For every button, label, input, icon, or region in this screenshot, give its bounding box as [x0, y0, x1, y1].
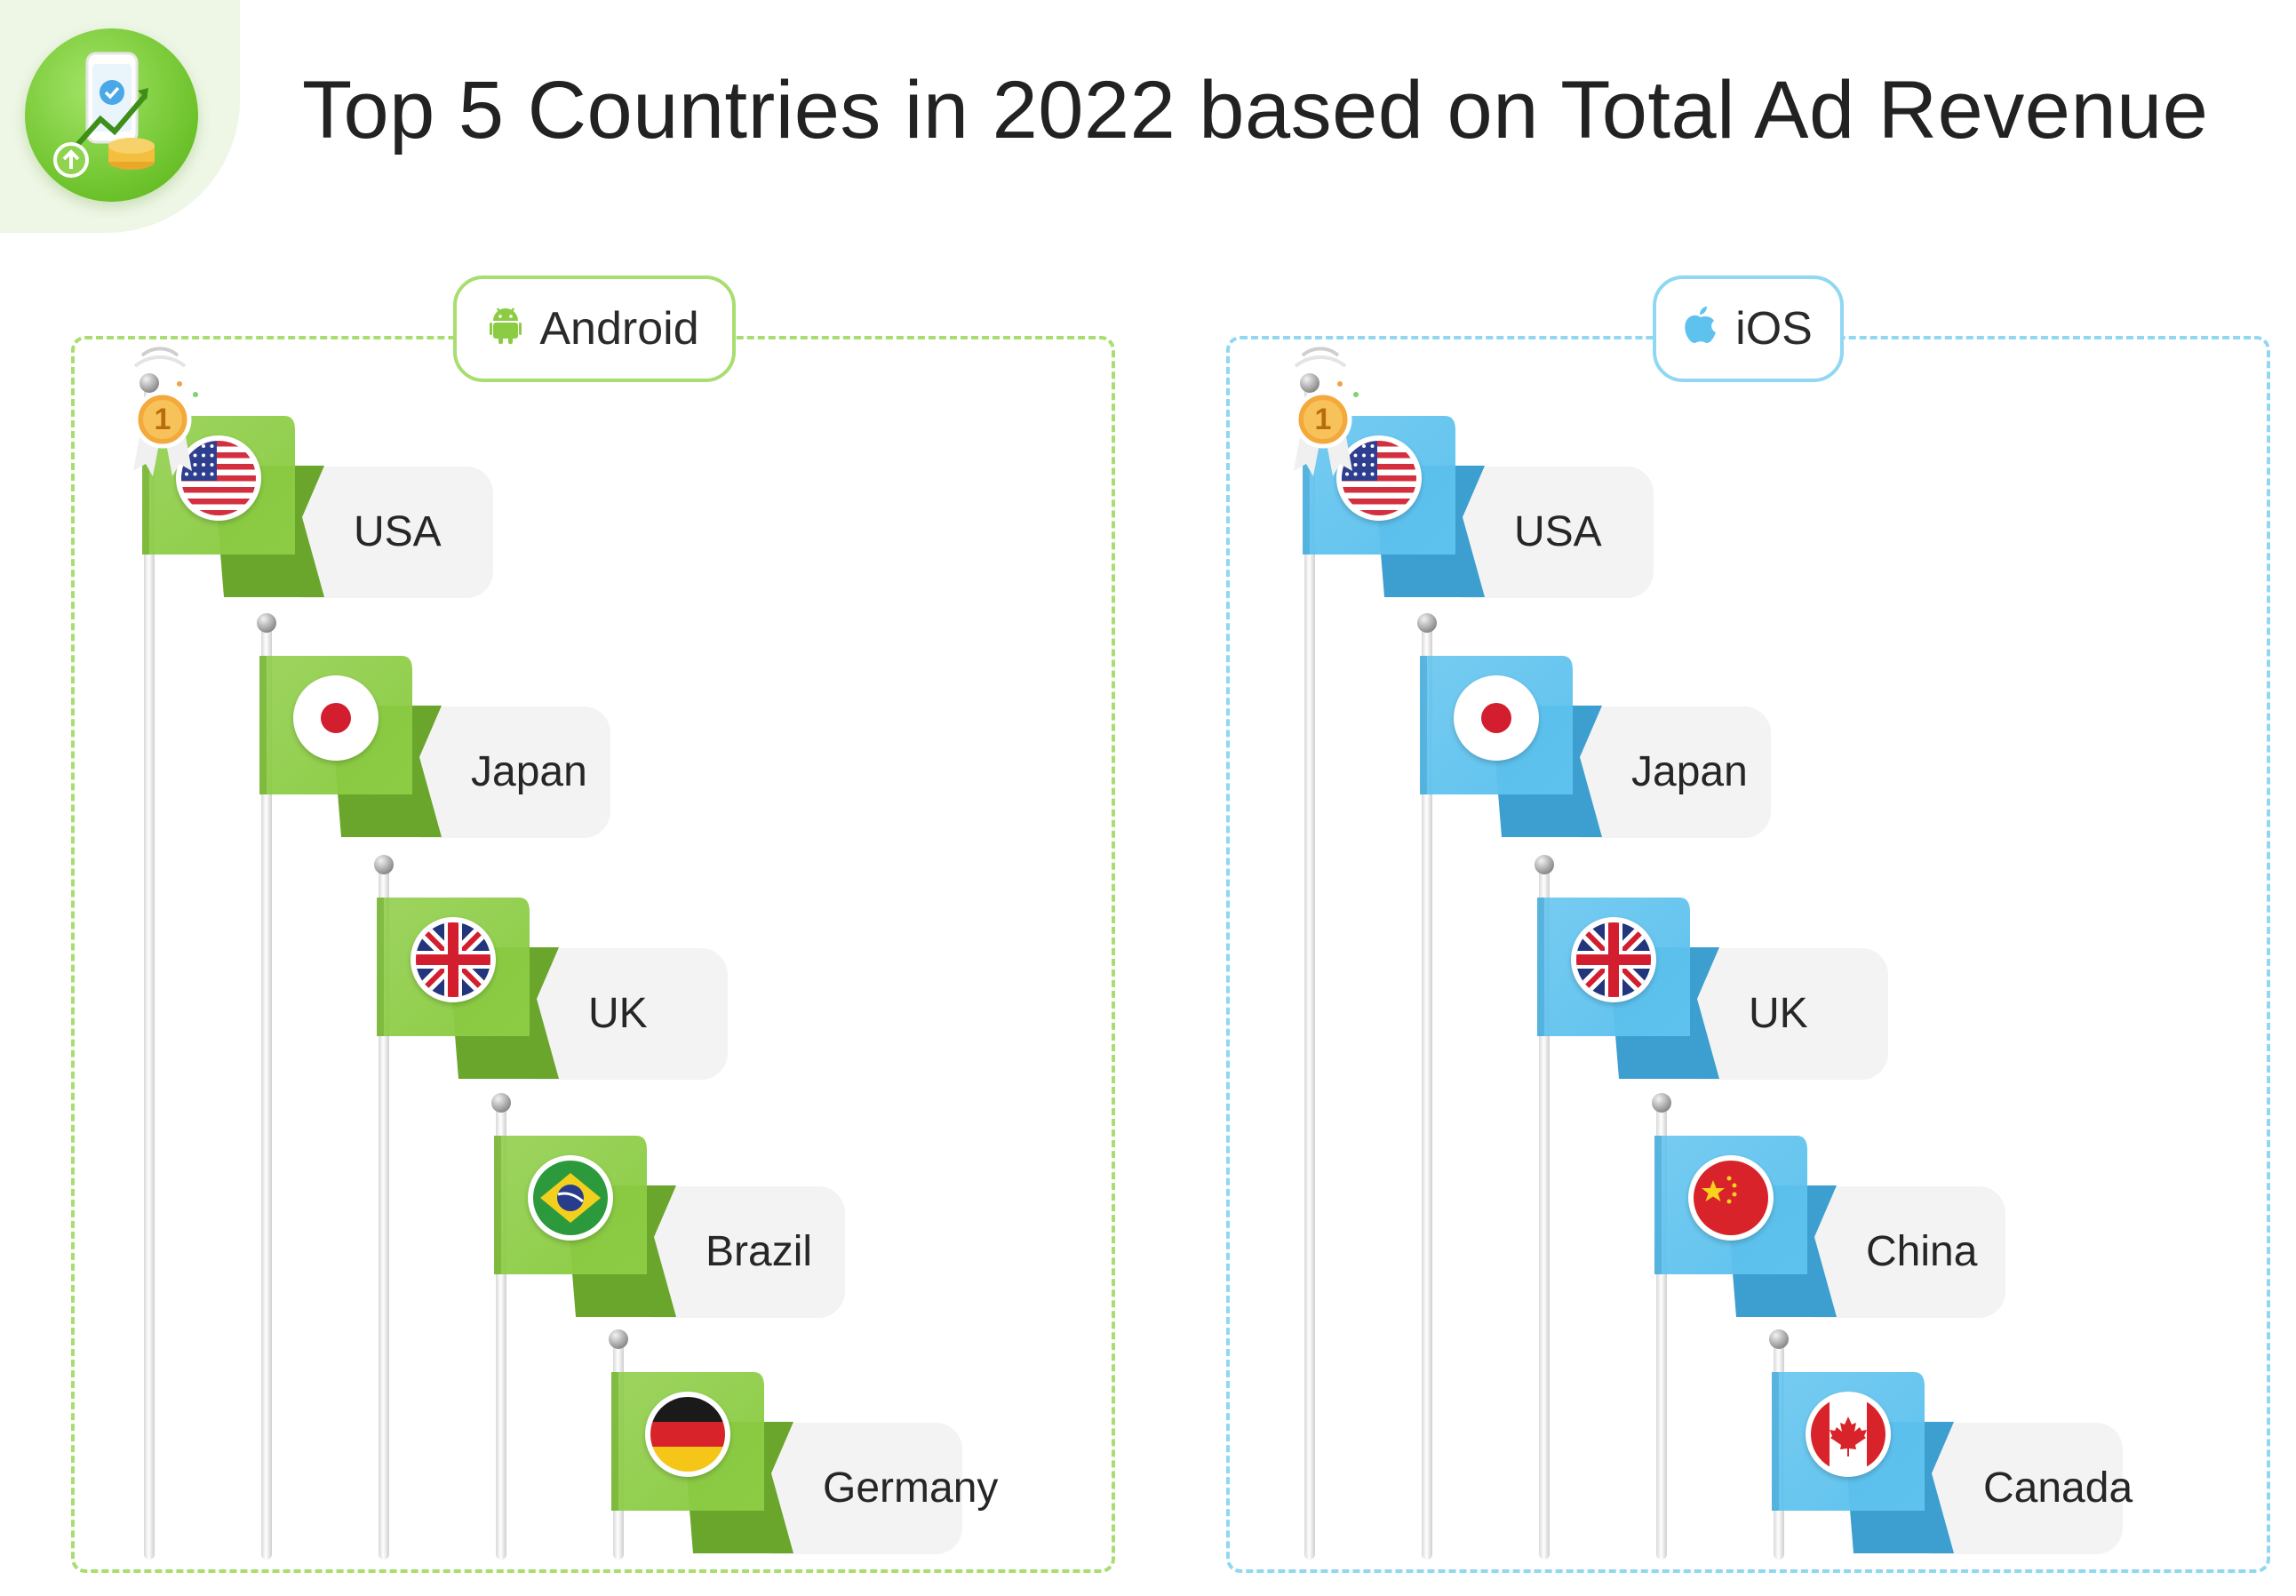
- pole-ball-icon: [374, 855, 394, 874]
- android-flag-banner: [377, 894, 599, 1094]
- flag-pole: [1304, 386, 1315, 1560]
- android-flag-banner: [494, 1132, 716, 1332]
- ios-flag-banner: [1420, 652, 1642, 852]
- pole-ball-icon: [1417, 613, 1437, 633]
- android-flag-banner: [611, 1369, 833, 1568]
- pole-ball-icon: [1300, 373, 1319, 393]
- apple-icon: [1684, 302, 1718, 355]
- country-name: Brazil: [706, 1228, 813, 1275]
- pole-ball-icon: [140, 373, 159, 393]
- flag-pole: [144, 386, 155, 1560]
- android-label-text: Android: [539, 303, 699, 355]
- flag-pole: [379, 867, 389, 1560]
- ios-flag-banner: [1654, 1132, 1877, 1332]
- germany-flag-icon: [645, 1392, 730, 1477]
- country-name: USA: [1514, 508, 1602, 555]
- rank-1-medal-icon: 1: [1276, 347, 1374, 484]
- ios-flag-banner: [1537, 894, 1759, 1094]
- flag-pole: [1422, 626, 1432, 1560]
- japan-flag-icon: [1454, 675, 1539, 761]
- country-name: USA: [354, 508, 442, 555]
- ios-flag-banner: [1772, 1369, 1994, 1568]
- pole-ball-icon: [257, 613, 276, 633]
- android-icon: [490, 302, 522, 355]
- uk-flag-icon: [1571, 917, 1656, 1002]
- page-title: Top 5 Countries in 2022 based on Total A…: [302, 65, 2209, 156]
- pole-ball-icon: [1652, 1093, 1671, 1113]
- brazil-flag-icon: [528, 1155, 613, 1241]
- usa-flag-icon: [1336, 435, 1422, 521]
- mobile-revenue-icon: [25, 28, 198, 202]
- canada-flag-icon: [1806, 1392, 1891, 1477]
- rank-1-medal-icon: 1: [116, 347, 213, 484]
- pole-ball-icon: [1769, 1329, 1789, 1349]
- country-name: UK: [588, 990, 648, 1037]
- country-name: Japan: [1631, 748, 1748, 795]
- flag-pole: [261, 626, 272, 1560]
- usa-flag-icon: [176, 435, 261, 521]
- country-name: China: [1866, 1228, 1978, 1275]
- flag-pole: [1539, 867, 1550, 1560]
- rank-1-badge-number: 1: [154, 403, 171, 436]
- china-flag-icon: [1688, 1155, 1774, 1241]
- android-flag-banner: [259, 652, 482, 852]
- country-name: Germany: [823, 1464, 999, 1512]
- uk-flag-icon: [411, 917, 496, 1002]
- rank-1-badge-number: 1: [1314, 403, 1332, 436]
- country-name: Canada: [1983, 1464, 2133, 1512]
- japan-flag-icon: [293, 675, 379, 761]
- pole-ball-icon: [491, 1093, 511, 1113]
- android-label: Android: [453, 275, 736, 382]
- pole-ball-icon: [1535, 855, 1554, 874]
- pole-ball-icon: [609, 1329, 628, 1349]
- ios-label-text: iOS: [1735, 303, 1813, 355]
- country-name: UK: [1749, 990, 1808, 1037]
- country-name: Japan: [471, 748, 587, 795]
- ios-label: iOS: [1653, 275, 1844, 382]
